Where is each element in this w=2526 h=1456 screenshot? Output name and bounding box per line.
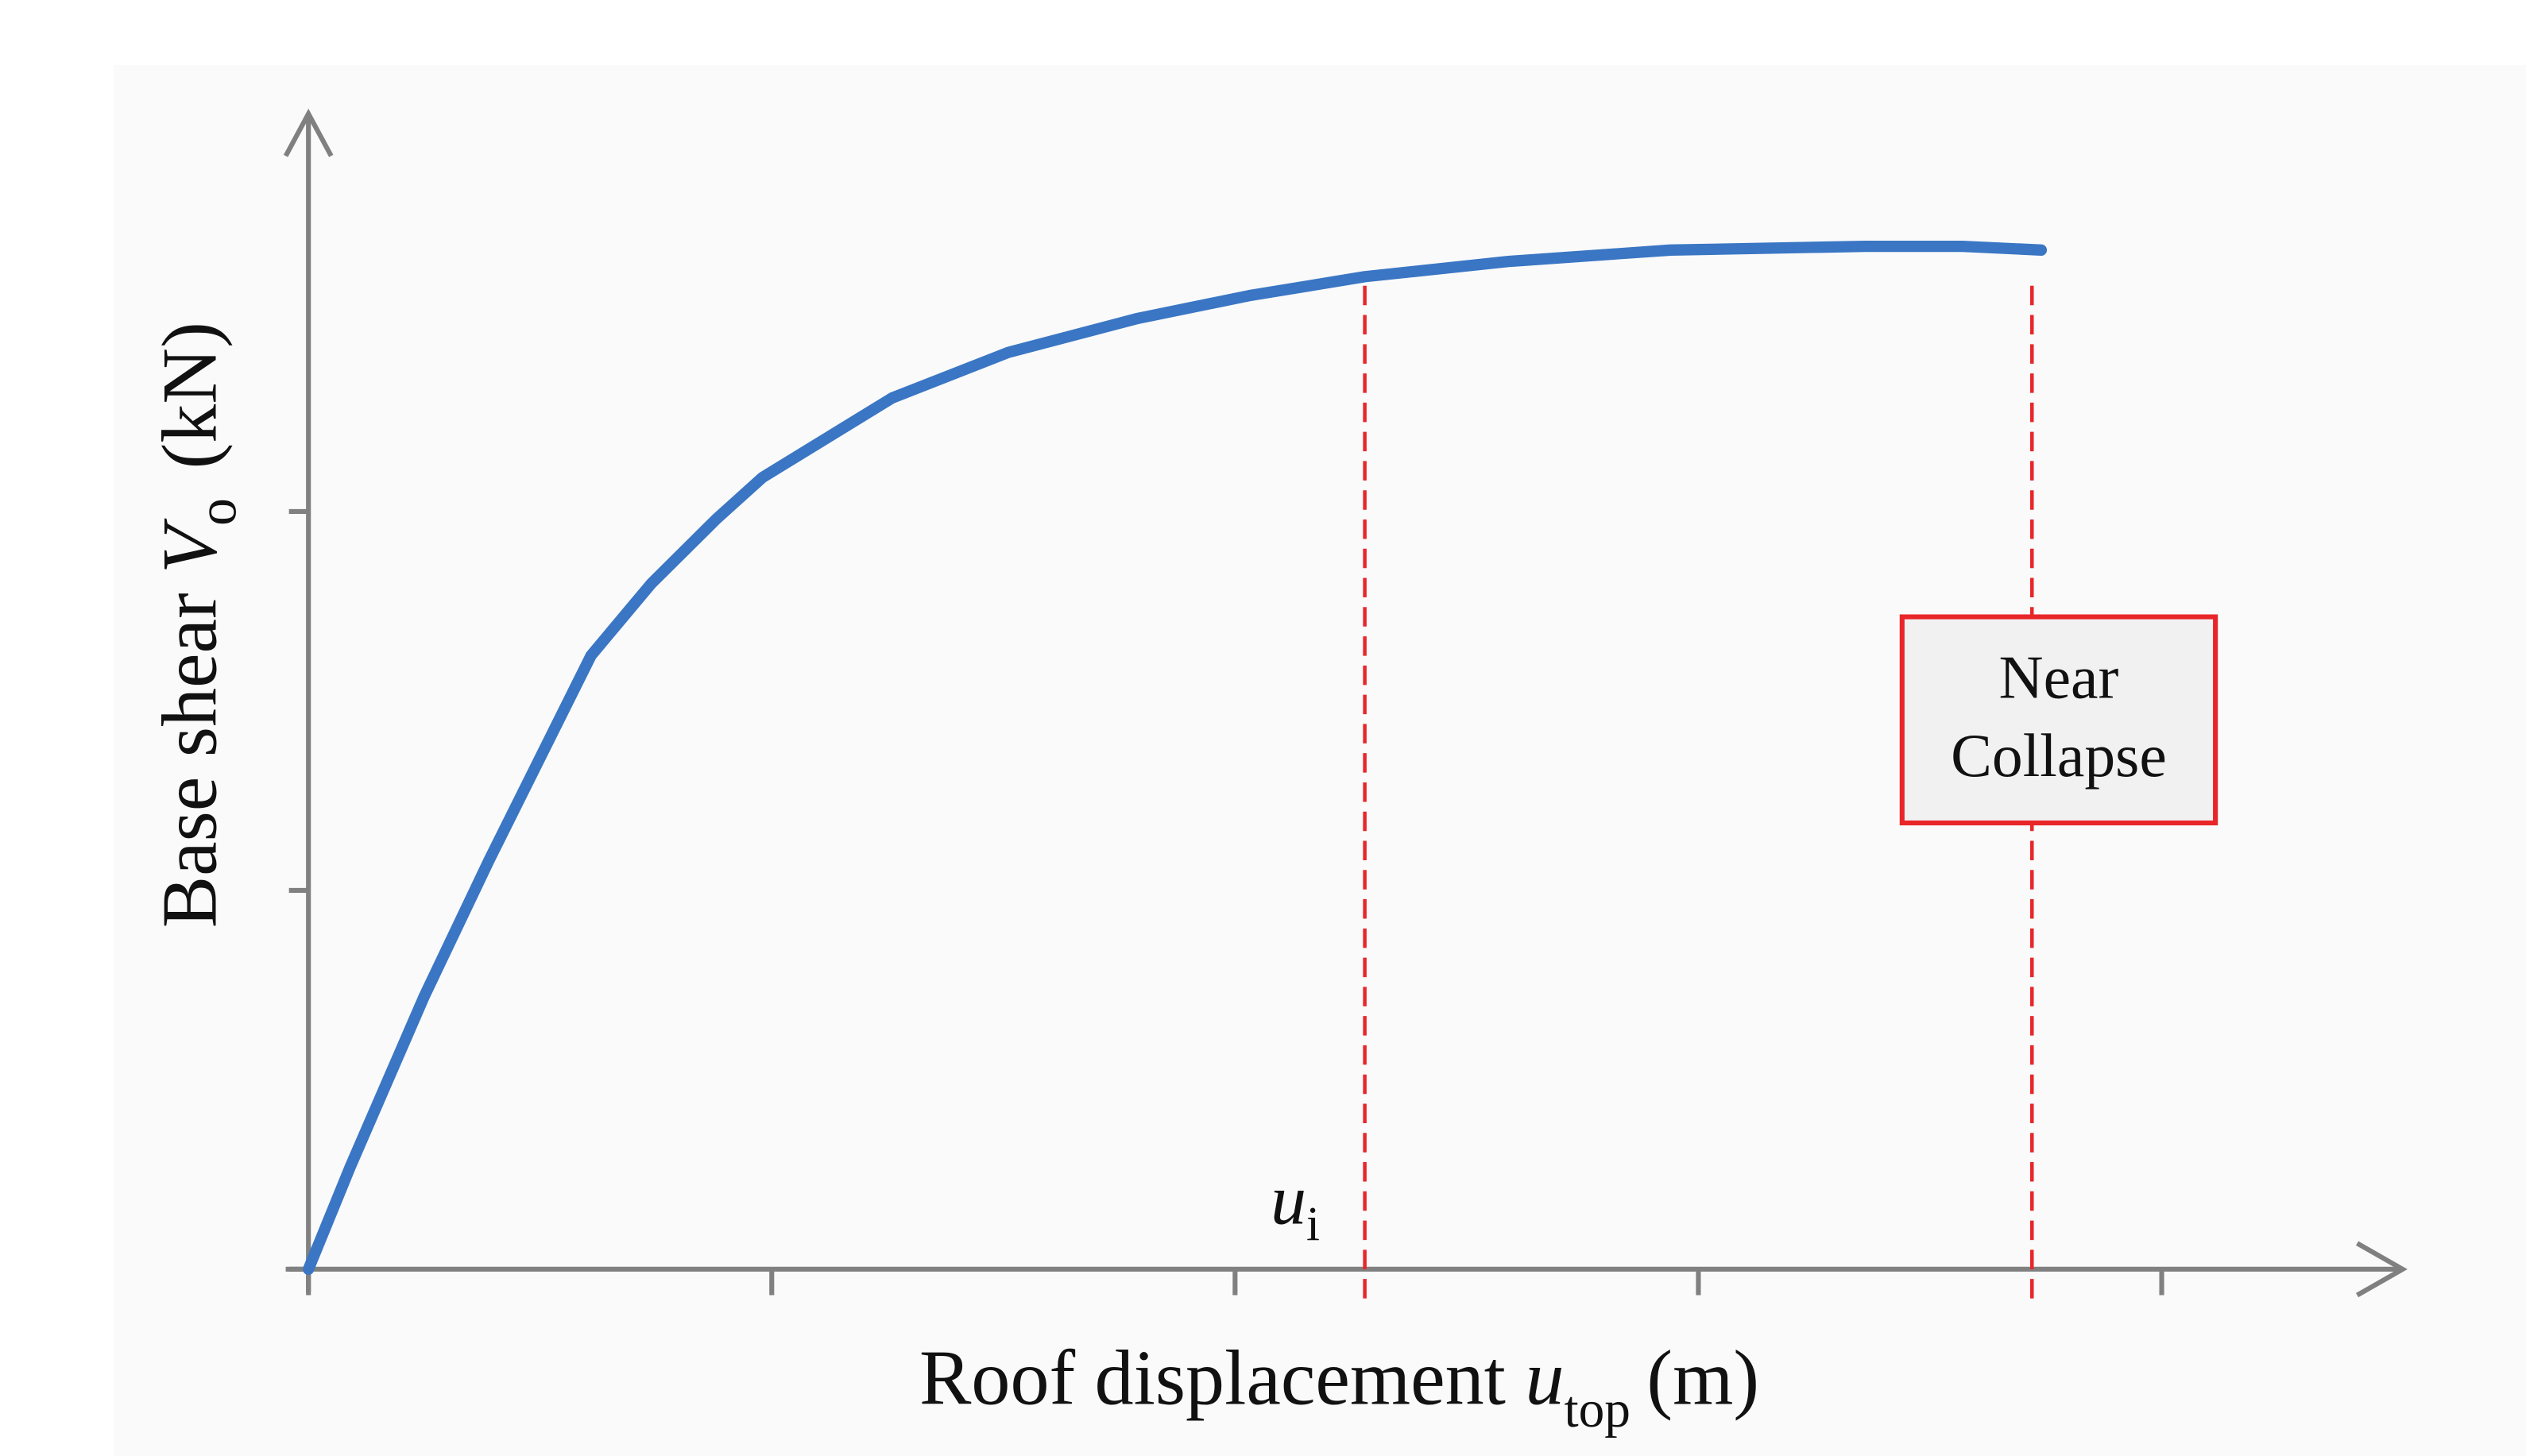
marker-label: ui <box>1271 1161 1320 1251</box>
y-axis-arrow <box>283 108 334 157</box>
marker-subscript: i <box>1306 1197 1320 1251</box>
x-label-symbol: u <box>1525 1335 1564 1421</box>
data-line <box>303 240 2048 1276</box>
y-label-symbol: V <box>148 518 234 574</box>
marker-box-text: Collapse <box>1951 721 2167 790</box>
y-label-subscript: o <box>187 498 248 526</box>
plot: ui Near Collapse <box>283 108 2408 1299</box>
marker-box <box>1899 614 2218 826</box>
x-axis-arrow <box>2356 1241 2408 1298</box>
y-label-unit: (kN) <box>148 322 234 469</box>
x-axis-label: Roof displacement utop (m) <box>919 1335 1759 1439</box>
y-label-text: Base shear <box>148 574 234 928</box>
marker-box-text: Near <box>1999 643 2119 712</box>
x-label-unit: (m) <box>1646 1335 1759 1421</box>
x-label-subscript: top <box>1564 1381 1630 1439</box>
x-label-text: Roof displacement <box>919 1335 1525 1421</box>
marker-symbol: u <box>1271 1161 1306 1240</box>
y-axis-label: Base shear Vo (kN) <box>148 322 249 928</box>
